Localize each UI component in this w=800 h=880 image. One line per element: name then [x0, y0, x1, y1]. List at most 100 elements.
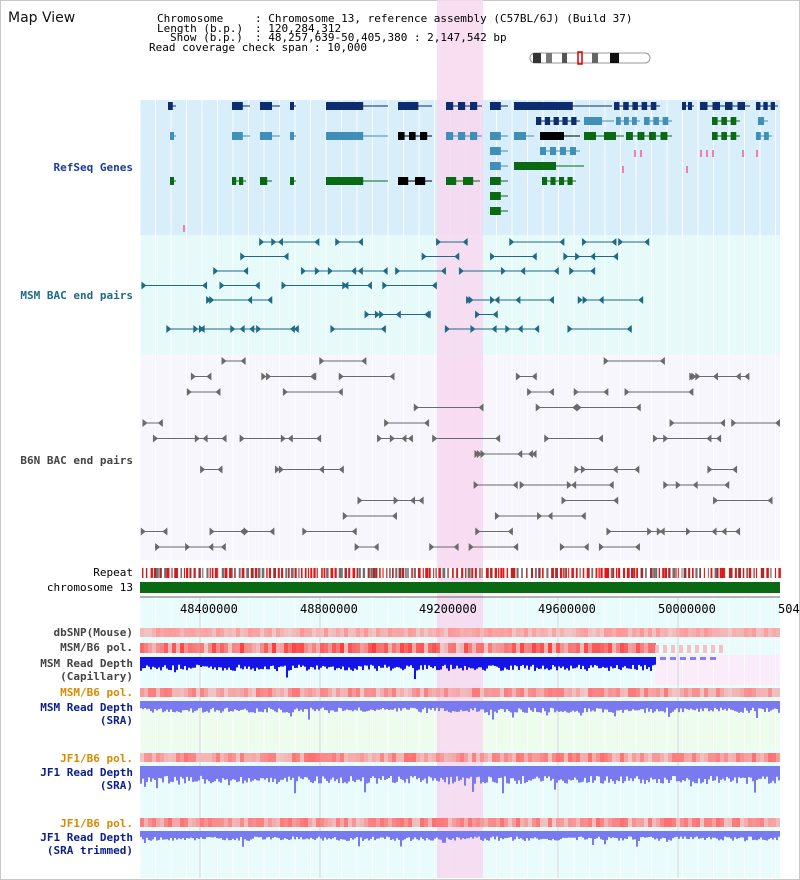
refseq-genes-track[interactable] [168, 102, 778, 232]
heat-cell [236, 643, 240, 653]
depth-bar [324, 831, 326, 838]
chromosome-ideogram[interactable] [529, 51, 651, 65]
depth-bar [708, 766, 710, 780]
depth-bar [166, 701, 168, 710]
heat-cell [208, 628, 212, 637]
track-label-jf1-depth-trim[interactable]: JF1 Read Depth [40, 831, 133, 844]
depth-bar [686, 766, 688, 779]
depth-bar [254, 831, 256, 837]
depth-bar [550, 657, 552, 670]
heat-cell [264, 818, 268, 827]
depth-bar [142, 657, 144, 669]
repeat-mark [681, 568, 683, 578]
heat-cell [592, 643, 596, 653]
depth-bar [332, 766, 334, 778]
depth-bar [478, 766, 480, 777]
bac-end-marker [266, 372, 272, 381]
track-label-refseq[interactable]: RefSeq Genes [53, 161, 133, 174]
track-label-msm-depth-sra[interactable]: MSM Read Depth [40, 701, 133, 714]
depth-tracks[interactable] [140, 657, 780, 847]
bac-end-marker [240, 252, 246, 261]
heat-cell [488, 818, 492, 827]
depth-bar [310, 831, 312, 838]
depth-bar [558, 831, 560, 841]
depth-bar [568, 701, 570, 713]
heat-cell [516, 818, 520, 827]
repeat-mark [166, 568, 170, 578]
track-label-msm-pol-2[interactable]: MSM/B6 pol. [60, 686, 133, 699]
depth-bar [212, 701, 214, 708]
depth-bar [302, 831, 304, 840]
depth-bar [630, 701, 632, 711]
gene-exon [770, 102, 776, 110]
heat-cell [504, 818, 508, 827]
repeat-track[interactable] [140, 568, 781, 578]
heat-cell [272, 818, 276, 827]
bac-end-marker [744, 372, 750, 381]
heat-cell [148, 628, 152, 637]
msm-bac-track[interactable] [141, 238, 650, 333]
track-label-jf1-pol-1[interactable]: JF1/B6 pol. [60, 752, 133, 765]
depth-bar [568, 766, 570, 780]
depth-bar [468, 657, 470, 668]
depth-bar [666, 766, 668, 780]
depth-bar [760, 701, 762, 709]
depth-bar [346, 766, 348, 784]
heat-cell [612, 688, 616, 697]
depth-bar [178, 766, 180, 785]
track-label-msm-depth-cap[interactable]: MSM Read Depth [40, 657, 133, 670]
heat-cell [144, 753, 148, 762]
heat-cell [428, 818, 432, 827]
depth-bar [680, 701, 682, 709]
depth-bar [248, 657, 250, 667]
depth-bar [174, 831, 176, 838]
gene-exon [623, 102, 629, 110]
depth-bar [408, 701, 410, 710]
heat-cell [216, 818, 220, 827]
track-label-jf1-pol-2[interactable]: JF1/B6 pol. [60, 817, 133, 830]
heat-cell [356, 818, 360, 827]
heat-cell [212, 688, 216, 697]
bac-end-marker [531, 372, 537, 381]
repeat-mark [164, 568, 167, 578]
heat-cell [492, 753, 496, 762]
heat-cell [696, 818, 700, 827]
depth-bar [688, 766, 690, 780]
depth-bar [604, 766, 606, 781]
bac-end-marker [775, 419, 780, 427]
depth-bar [512, 657, 514, 670]
depth-bar [534, 657, 536, 671]
heat-cell [432, 643, 436, 653]
track-label-b6n-bac[interactable]: B6N BAC end pairs [20, 454, 133, 467]
bac-end-marker [202, 434, 208, 443]
track-label-jf1-depth-sra[interactable]: JF1 Read Depth [40, 766, 133, 779]
depth-bar [288, 657, 290, 671]
heat-cell [700, 753, 704, 762]
bac-end-marker [337, 388, 343, 396]
depth-bar [506, 701, 508, 710]
b6n-bac-track[interactable] [140, 357, 780, 551]
heat-cell [624, 688, 628, 697]
depth-bar [532, 766, 534, 780]
depth-bar [356, 657, 358, 670]
heat-cell [332, 688, 336, 697]
depth-bar [768, 831, 770, 840]
heat-tracks[interactable] [140, 628, 780, 827]
depth-bar [238, 657, 240, 665]
depth-bar [778, 701, 780, 713]
depth-bar [446, 766, 448, 778]
depth-bar [696, 831, 698, 837]
depth-bar [270, 657, 272, 667]
depth-bar [734, 701, 736, 712]
depth-bar [612, 657, 614, 669]
track-label-msm-pol-1[interactable]: MSM/B6 pol. [60, 641, 133, 654]
heat-cell [156, 753, 160, 762]
depth-bar [300, 701, 302, 710]
bac-end-marker [613, 496, 619, 505]
depth-bar [254, 701, 256, 713]
track-label-msm-bac[interactable]: MSM BAC end pairs [20, 289, 133, 302]
repeat-mark [675, 568, 677, 578]
depth-bar [486, 657, 488, 669]
track-label-dbsnp[interactable]: dbSNP(Mouse) [53, 626, 133, 639]
